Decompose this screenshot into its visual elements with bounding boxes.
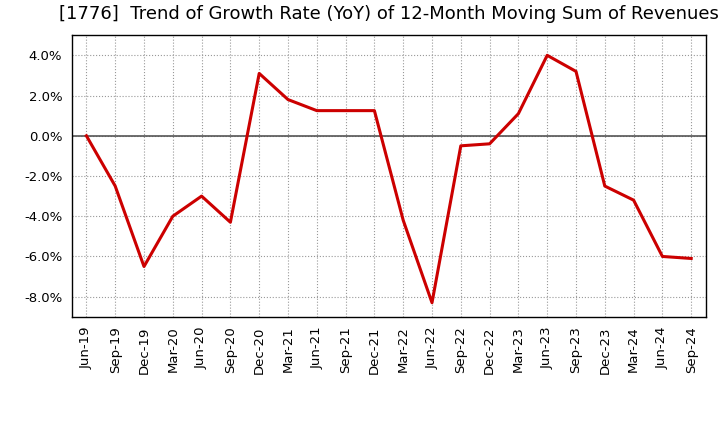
Title: [1776]  Trend of Growth Rate (YoY) of 12-Month Moving Sum of Revenues: [1776] Trend of Growth Rate (YoY) of 12-…	[59, 4, 719, 22]
